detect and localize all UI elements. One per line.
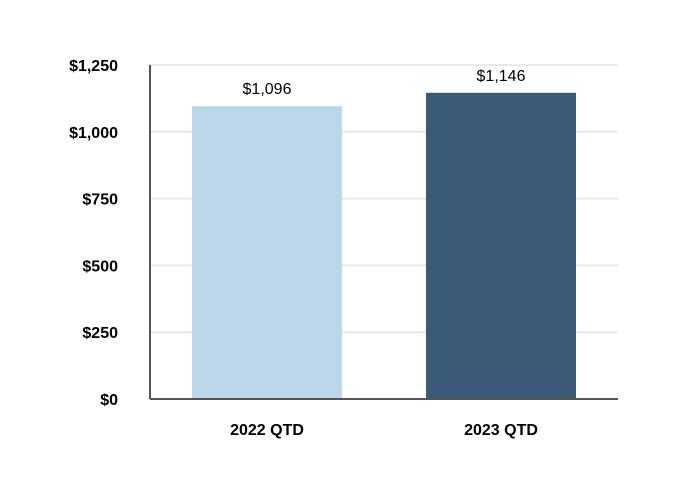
y-axis-tick-labels: $0 $250 $500 $750 $1,000 $1,250: [69, 58, 118, 409]
x-tick-label: 2023 QTD: [464, 422, 538, 439]
y-tick-label: $250: [82, 325, 118, 342]
bars: [192, 92, 576, 399]
y-tick-label: $1,000: [69, 125, 118, 142]
y-tick-label: $500: [82, 258, 118, 275]
data-label: $1,146: [477, 68, 526, 85]
x-tick-label: 2022 QTD: [230, 422, 304, 439]
data-label: $1,096: [243, 81, 292, 98]
x-axis-tick-labels: 2022 QTD 2023 QTD: [230, 422, 538, 439]
data-labels: $1,096 $1,146: [243, 68, 526, 98]
y-tick-label: $750: [82, 192, 118, 209]
bar-1: [192, 106, 342, 399]
bar-2: [426, 92, 576, 399]
y-tick-label: $1,250: [69, 58, 118, 75]
y-tick-label: $0: [100, 392, 118, 409]
